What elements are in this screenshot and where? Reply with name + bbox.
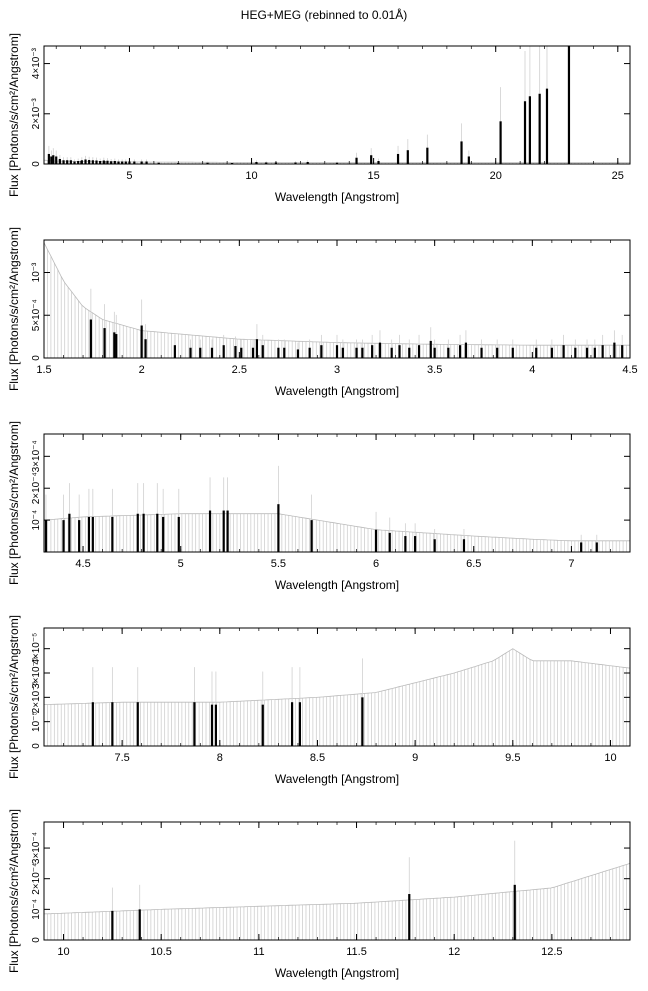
- x-axis-label: Wavelength [Angstrom]: [275, 384, 399, 398]
- y-tick-label: 4×10⁻³: [31, 47, 42, 79]
- x-tick-label: 6.5: [466, 558, 481, 570]
- x-tick-label: 2: [139, 364, 145, 376]
- x-tick-label: 2.5: [232, 364, 247, 376]
- figure-title: HEG+MEG (rebinned to 0.01Å): [240, 8, 408, 22]
- continuum-band: [43, 513, 631, 552]
- x-axis-label: Wavelength [Angstrom]: [275, 578, 399, 592]
- axes-frame: [43, 45, 631, 165]
- x-axis-label: Wavelength [Angstrom]: [275, 966, 399, 980]
- y-tick-label: 4×10⁻⁵: [31, 633, 42, 665]
- x-tick-label: 10: [57, 946, 69, 958]
- y-tick-label: 0: [31, 937, 42, 943]
- x-tick-label: 4.5: [75, 558, 90, 570]
- continuum-band: [43, 242, 631, 358]
- band-envelope: [43, 513, 630, 542]
- x-tick-label: 12.5: [541, 946, 562, 958]
- band-envelope: [43, 648, 631, 705]
- y-tick-label: 0: [31, 161, 42, 167]
- y-tick-label: 10⁻³: [31, 262, 42, 282]
- x-tick-label: 5: [178, 558, 184, 570]
- continuum-band: [43, 648, 631, 746]
- y-tick-label: 3×10⁻⁵: [31, 657, 42, 689]
- x-tick-label: 25: [612, 170, 624, 182]
- y-axis-label: Flux [Photons/s/cm²/Angstrom]: [7, 227, 21, 391]
- y-axis-label: Flux [Photons/s/cm²/Angstrom]: [7, 615, 21, 779]
- x-tick-label: 7: [568, 558, 574, 570]
- y-tick-label: 3×10⁻⁴: [31, 832, 42, 864]
- y-tick-label: 0: [31, 355, 42, 361]
- emission-lines: [47, 46, 571, 164]
- x-tick-label: 7.5: [114, 752, 129, 764]
- x-tick-label: 12: [448, 946, 460, 958]
- y-tick-label: 5×10⁻⁴: [31, 299, 42, 331]
- emission-lines: [91, 658, 364, 746]
- y-tick-label: 10⁻⁴: [31, 510, 42, 531]
- y-axis-label: Flux [Photons/s/cm²/Angstrom]: [7, 809, 21, 973]
- x-tick-label: 5: [126, 170, 132, 182]
- y-axis-label: Flux [Photons/s/cm²/Angstrom]: [7, 421, 21, 585]
- x-tick-label: 4.5: [622, 364, 637, 376]
- x-tick-label: 15: [368, 170, 380, 182]
- x-tick-label: 10: [245, 170, 257, 182]
- x-tick-label: 11.5: [346, 946, 367, 958]
- x-tick-label: 1.5: [36, 364, 51, 376]
- y-axis-label: Flux [Photons/s/cm²/Angstrom]: [7, 33, 21, 197]
- x-tick-label: 9: [412, 752, 418, 764]
- x-tick-label: 5.5: [271, 558, 286, 570]
- panel-2: 1.5 2 2.5 3 3.5 4 4.5 0 5×10⁻⁴ 10⁻³ Wavelength [An…: [7, 227, 638, 398]
- y-tick-label: 10⁻⁵: [31, 711, 42, 732]
- panel-5: 10 10.5 11 11.5 12 12.5 0 10⁻⁴ 2×10⁻⁴3×10⁻⁴ Wavel…: [7, 809, 631, 980]
- x-tick-label: 6: [373, 558, 379, 570]
- emission-lines: [89, 288, 624, 358]
- emission-lines: [111, 840, 516, 940]
- y-tick-label: 3×10⁻⁴: [31, 440, 42, 472]
- emission-lines: [44, 465, 598, 552]
- x-tick-label: 9.5: [505, 752, 520, 764]
- y-tick-label: 2×10⁻³: [31, 98, 42, 130]
- x-tick-label: 10: [604, 752, 616, 764]
- x-tick-label: 8: [217, 752, 223, 764]
- x-tick-label: 11: [253, 946, 264, 958]
- band-envelope: [43, 242, 630, 346]
- y-tick-label: 2×10⁻⁴: [31, 863, 42, 895]
- band-envelope: [43, 863, 631, 915]
- x-tick-label: 4: [529, 364, 535, 376]
- x-tick-label: 8.5: [310, 752, 325, 764]
- x-tick-label: 3: [334, 364, 340, 376]
- x-axis-label: Wavelength [Angstrom]: [275, 190, 399, 204]
- y-tick-label: 10⁻⁴: [31, 899, 42, 920]
- panel-3: 4.5 5 5.5 6 6.5 7 10⁻⁴ 2×10⁻⁴3×10⁻⁴ Wavelength […: [7, 421, 631, 592]
- x-tick-label: 20: [490, 170, 502, 182]
- panel-1: 5 10 15 20 25 0 2×10⁻³ 4×10⁻³ Wavelength [Angstr…: [7, 33, 631, 204]
- y-tick-label: 0: [31, 743, 42, 749]
- continuum-band: [43, 863, 631, 940]
- x-axis-label: Wavelength [Angstrom]: [275, 772, 399, 786]
- panel-4: 7.5 8 8.5 9 9.5 10 0 10⁻⁵2×10⁻⁵3×10⁻⁵4×10⁻⁵ Wave…: [7, 615, 631, 786]
- y-tick-label: 2×10⁻⁴: [31, 472, 42, 504]
- x-tick-label: 10.5: [150, 946, 171, 958]
- y-tick-label: 2×10⁻⁵: [31, 681, 42, 713]
- x-tick-label: 3.5: [427, 364, 442, 376]
